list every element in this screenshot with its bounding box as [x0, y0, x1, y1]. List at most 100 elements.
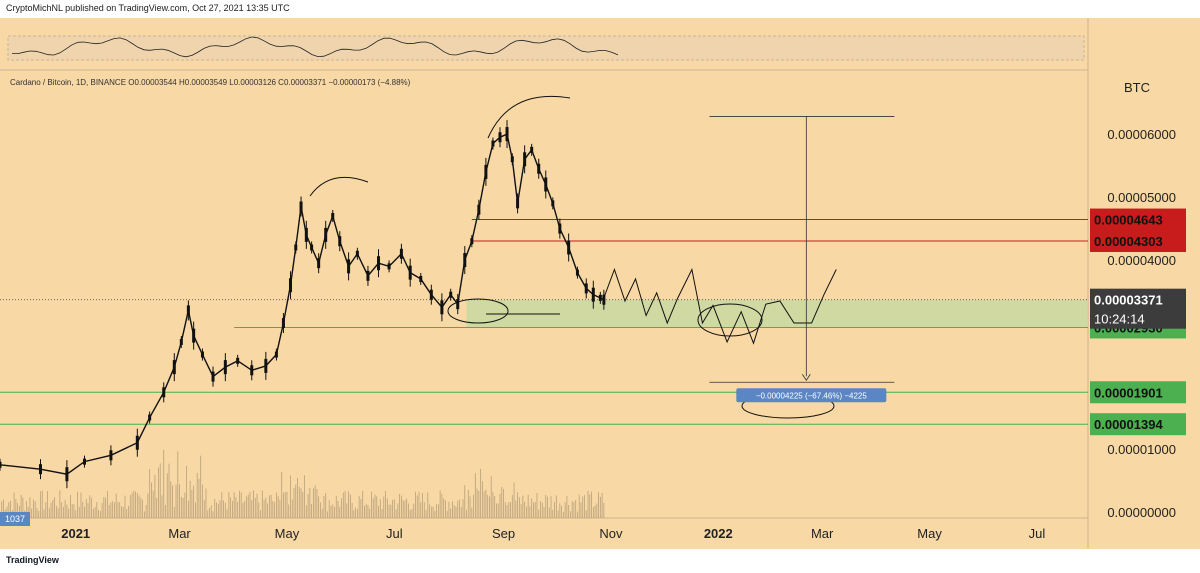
candle-body	[477, 204, 481, 215]
x-tick-label: Mar	[811, 526, 834, 541]
candle-body	[172, 360, 176, 375]
oscillator-line	[11, 36, 619, 58]
arrow-swing-1	[309, 176, 369, 197]
x-tick-label: May	[917, 526, 942, 541]
candle-body	[584, 283, 588, 294]
candle-body	[516, 198, 520, 209]
published-line: CryptoMichNL published on TradingView.co…	[6, 3, 290, 13]
candle-body	[0, 461, 2, 468]
candle-body	[148, 414, 152, 421]
candle-body	[250, 365, 254, 376]
candle-body	[223, 360, 227, 375]
candle-body	[463, 253, 467, 268]
x-tick-label: May	[275, 526, 300, 541]
candle-body	[331, 212, 335, 219]
current-price-label: 0.00003371	[1094, 293, 1163, 308]
volume-badge: 1037	[5, 514, 25, 524]
current-price-badge-bg	[1090, 288, 1186, 329]
candle-body	[470, 238, 474, 245]
symbol-legend: Cardano / Bitcoin, 1D, BINANCE O0.000035…	[10, 78, 411, 87]
x-tick-label: 2022	[704, 526, 733, 541]
candle-body	[179, 338, 183, 345]
candle-body	[83, 458, 87, 465]
candle-body	[510, 156, 514, 163]
measure-label: −0.00004225 (−67.46%) −4225	[756, 391, 868, 400]
candle-body	[484, 164, 488, 179]
candle-body	[399, 248, 403, 259]
candle-wicks	[0, 120, 606, 489]
candle-body	[347, 259, 351, 274]
y-tick-label: 0.00005000	[1107, 190, 1176, 205]
candle-body	[211, 371, 215, 382]
candle-body	[429, 289, 433, 300]
candle-body	[192, 328, 196, 343]
arrow-swing-2	[487, 95, 571, 139]
candle-body	[162, 387, 166, 398]
price-badge-label: 0.00004303	[1094, 234, 1163, 249]
level-lines	[0, 219, 1088, 425]
tradingview-logo: TradingView	[6, 555, 59, 565]
time-axis: 2021 Mar May Jul Sep Nov 2022 Mar May Jul	[61, 526, 1045, 541]
candle-body	[366, 270, 370, 281]
oscillator-pane	[0, 35, 1088, 71]
candle-body	[338, 236, 342, 247]
y-tick-label: 0.00004000	[1107, 253, 1176, 268]
price-badge-bg	[1090, 413, 1186, 436]
candle-body	[38, 464, 42, 475]
candle-body	[456, 299, 460, 310]
candle-body	[440, 300, 444, 315]
candle-body	[491, 140, 495, 147]
candle-body	[449, 291, 453, 298]
candle-body	[558, 223, 562, 234]
y-tick-label: 0.00000000	[1107, 505, 1176, 520]
y-tick-label: 0.00001000	[1107, 442, 1176, 457]
price-badge-bg	[1090, 229, 1186, 252]
candle-body	[304, 227, 308, 242]
candle-body	[186, 305, 190, 316]
candle-body	[281, 318, 285, 329]
candle-body	[310, 244, 314, 251]
candle-body	[505, 127, 509, 142]
header-bar	[0, 0, 1200, 18]
support-zone	[466, 299, 1088, 328]
y-tick-label: 0.00006000	[1107, 127, 1176, 142]
circle-projection	[697, 303, 763, 337]
candle-body	[567, 240, 571, 255]
candle-body	[299, 201, 303, 212]
candle-body	[551, 200, 555, 207]
candle-body	[135, 435, 139, 450]
candle-body	[294, 244, 298, 251]
candle-body	[317, 258, 321, 269]
measure-label-bg	[736, 388, 887, 403]
footer-bar	[0, 549, 1200, 573]
candle-body	[544, 177, 548, 192]
circle-low	[447, 298, 509, 324]
candle-body	[387, 263, 391, 270]
price-badge-label: 0.00004643	[1094, 213, 1163, 228]
price-badge-bg	[1090, 381, 1186, 404]
candle-body	[324, 227, 328, 242]
price-badge-label: 0.00001901	[1094, 385, 1163, 400]
candle-body	[498, 132, 502, 143]
candle-body	[109, 450, 113, 461]
candle-body	[575, 269, 579, 276]
candle-body	[200, 351, 204, 358]
measure-tool: −0.00004225 (−67.46%) −4225	[709, 116, 895, 403]
x-tick-label: Sep	[492, 526, 515, 541]
price-badge-label: 0.00001394	[1094, 417, 1163, 432]
price-badge-bg	[1090, 208, 1186, 231]
candle-body	[537, 163, 541, 174]
x-tick-label: Jul	[1029, 526, 1046, 541]
measure-arrowhead	[801, 374, 811, 381]
x-tick-label: Nov	[599, 526, 623, 541]
projection-scribble	[603, 267, 837, 345]
candle-body	[65, 467, 69, 482]
candle-body	[591, 287, 595, 302]
candle-body	[408, 265, 412, 280]
x-tick-label: Jul	[386, 526, 403, 541]
x-tick-label: Mar	[168, 526, 191, 541]
price-axis: 0.00006000 0.00005000 0.00004000 0.00001000…	[1107, 127, 1176, 520]
current-countdown: 10:24:14	[1094, 312, 1145, 327]
